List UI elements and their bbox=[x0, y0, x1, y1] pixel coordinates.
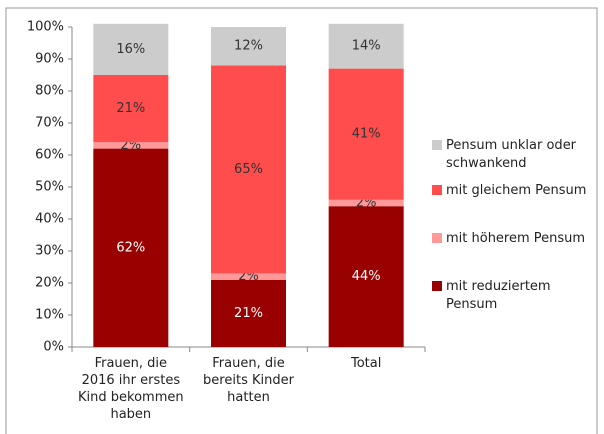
bar-segment bbox=[328, 68, 404, 200]
y-tick-label: 20% bbox=[35, 276, 64, 291]
legend-label: mit gleichem Pensum bbox=[446, 183, 586, 198]
y-tick-label: 10% bbox=[35, 308, 64, 323]
bar-segment bbox=[328, 199, 404, 207]
legend-swatch bbox=[432, 185, 442, 195]
bar-segment bbox=[328, 23, 404, 69]
legend-label: Pensum unklar oder schwankend bbox=[446, 138, 577, 171]
value-label: 16% bbox=[116, 42, 145, 57]
y-tick-label: 90% bbox=[35, 52, 64, 67]
y-tick-label: 30% bbox=[35, 244, 64, 259]
bar-segment bbox=[93, 142, 169, 149]
value-label: 65% bbox=[234, 162, 263, 177]
y-tick-label: 80% bbox=[35, 84, 64, 99]
value-label: 12% bbox=[234, 39, 263, 54]
value-label: 41% bbox=[352, 127, 381, 142]
y-tick-label: 0% bbox=[43, 340, 64, 355]
legend-label: mit reduziertem Pensum bbox=[446, 279, 551, 312]
bar-segment bbox=[211, 65, 286, 274]
legend-swatch bbox=[432, 281, 442, 291]
y-tick-label: 100% bbox=[27, 20, 64, 35]
bar-segment bbox=[211, 27, 286, 66]
bar-segment bbox=[93, 23, 169, 75]
value-label: 14% bbox=[352, 39, 381, 54]
x-tick-label: Frauen, die 2016 ihr erstes Kind bekommen h… bbox=[78, 356, 184, 422]
legend-label: mit höherem Pensum bbox=[446, 231, 585, 246]
value-label: 21% bbox=[116, 101, 145, 116]
value-label: 21% bbox=[234, 306, 263, 321]
legend-swatch bbox=[432, 140, 442, 150]
y-tick-label: 40% bbox=[35, 212, 64, 227]
x-tick-label: Frauen, die bereits Kinder hatten bbox=[203, 356, 295, 405]
y-tick-label: 70% bbox=[35, 116, 64, 131]
bar-segment bbox=[211, 273, 286, 280]
legend-swatch bbox=[432, 233, 442, 243]
value-label: 62% bbox=[116, 240, 145, 255]
bar-segment bbox=[93, 75, 169, 143]
bar-segment bbox=[328, 206, 404, 347]
x-tick-label: Total bbox=[350, 356, 381, 371]
bar-segment bbox=[211, 279, 286, 347]
y-tick-label: 60% bbox=[35, 148, 64, 163]
y-tick-label: 50% bbox=[35, 180, 64, 195]
value-label: 44% bbox=[352, 269, 381, 284]
bar-segment bbox=[93, 148, 169, 347]
